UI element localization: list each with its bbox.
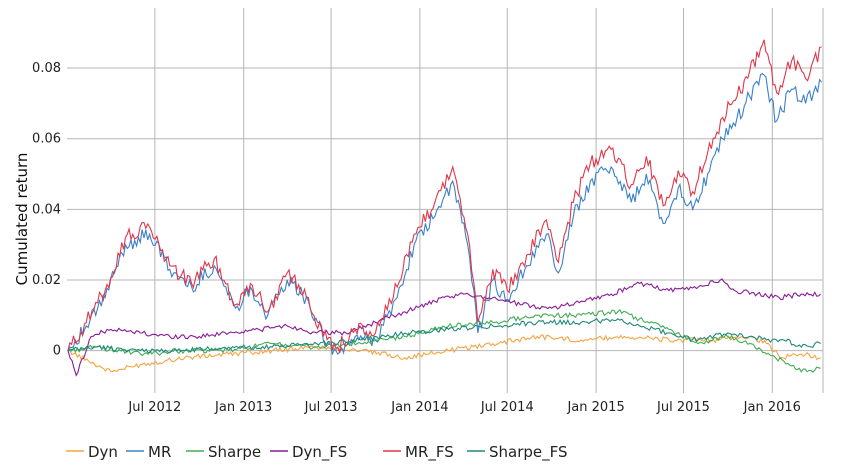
legend-item-mr[interactable]: MR	[126, 443, 171, 461]
series-line-dyn	[67, 334, 821, 373]
legend-item-dyn-fs[interactable]: Dyn_FS	[270, 443, 347, 462]
y-axis-title: Cumulated return	[13, 153, 31, 286]
legend: Dyn MR Sharpe Dyn_FS MR_FS Sharpe_FS	[66, 443, 568, 462]
y-tick-label: 0.08	[32, 61, 61, 76]
y-tick-label: 0.02	[32, 273, 61, 288]
legend-item-dyn[interactable]: Dyn	[66, 443, 118, 461]
legend-item-mr-fs[interactable]: MR_FS	[383, 443, 454, 462]
legend-item-sharpe-fs[interactable]: Sharpe_FS	[467, 443, 568, 462]
x-tick-label: Jan 2014	[390, 400, 448, 415]
legend-label: MR	[148, 443, 171, 461]
x-tick-label: Jul 2015	[656, 400, 710, 415]
x-tick-label: Jul 2013	[304, 400, 358, 415]
series-lines	[67, 39, 823, 377]
x-tick-label: Jan 2013	[214, 400, 272, 415]
legend-label: MR_FS	[405, 443, 454, 462]
legend-label: Dyn_FS	[292, 443, 347, 462]
y-tick-label: 0.04	[32, 202, 61, 217]
x-tick-label: Jan 2015	[566, 400, 624, 415]
series-line-dyn-fs	[67, 278, 821, 377]
y-tick-label: 0	[53, 344, 61, 359]
axes: 0 0.02 0.04 0.06 0.08 Jul 2012 Jan 2013 Jul 201…	[32, 61, 801, 415]
series-line-mr	[67, 72, 823, 355]
series-line-sharpe-fs	[67, 317, 821, 354]
legend-label: Sharpe_FS	[489, 443, 568, 462]
x-tick-label: Jul 2014	[480, 400, 534, 415]
gridlines	[67, 8, 824, 393]
series-line-mr-fs	[67, 39, 822, 354]
x-tick-label: Jul 2012	[127, 400, 181, 415]
legend-label: Sharpe	[208, 443, 261, 461]
legend-item-sharpe[interactable]: Sharpe	[186, 443, 261, 461]
legend-label: Dyn	[88, 443, 118, 461]
series-line-sharpe	[68, 309, 821, 373]
y-tick-label: 0.06	[32, 132, 61, 147]
x-tick-label: Jan 2016	[743, 400, 801, 415]
